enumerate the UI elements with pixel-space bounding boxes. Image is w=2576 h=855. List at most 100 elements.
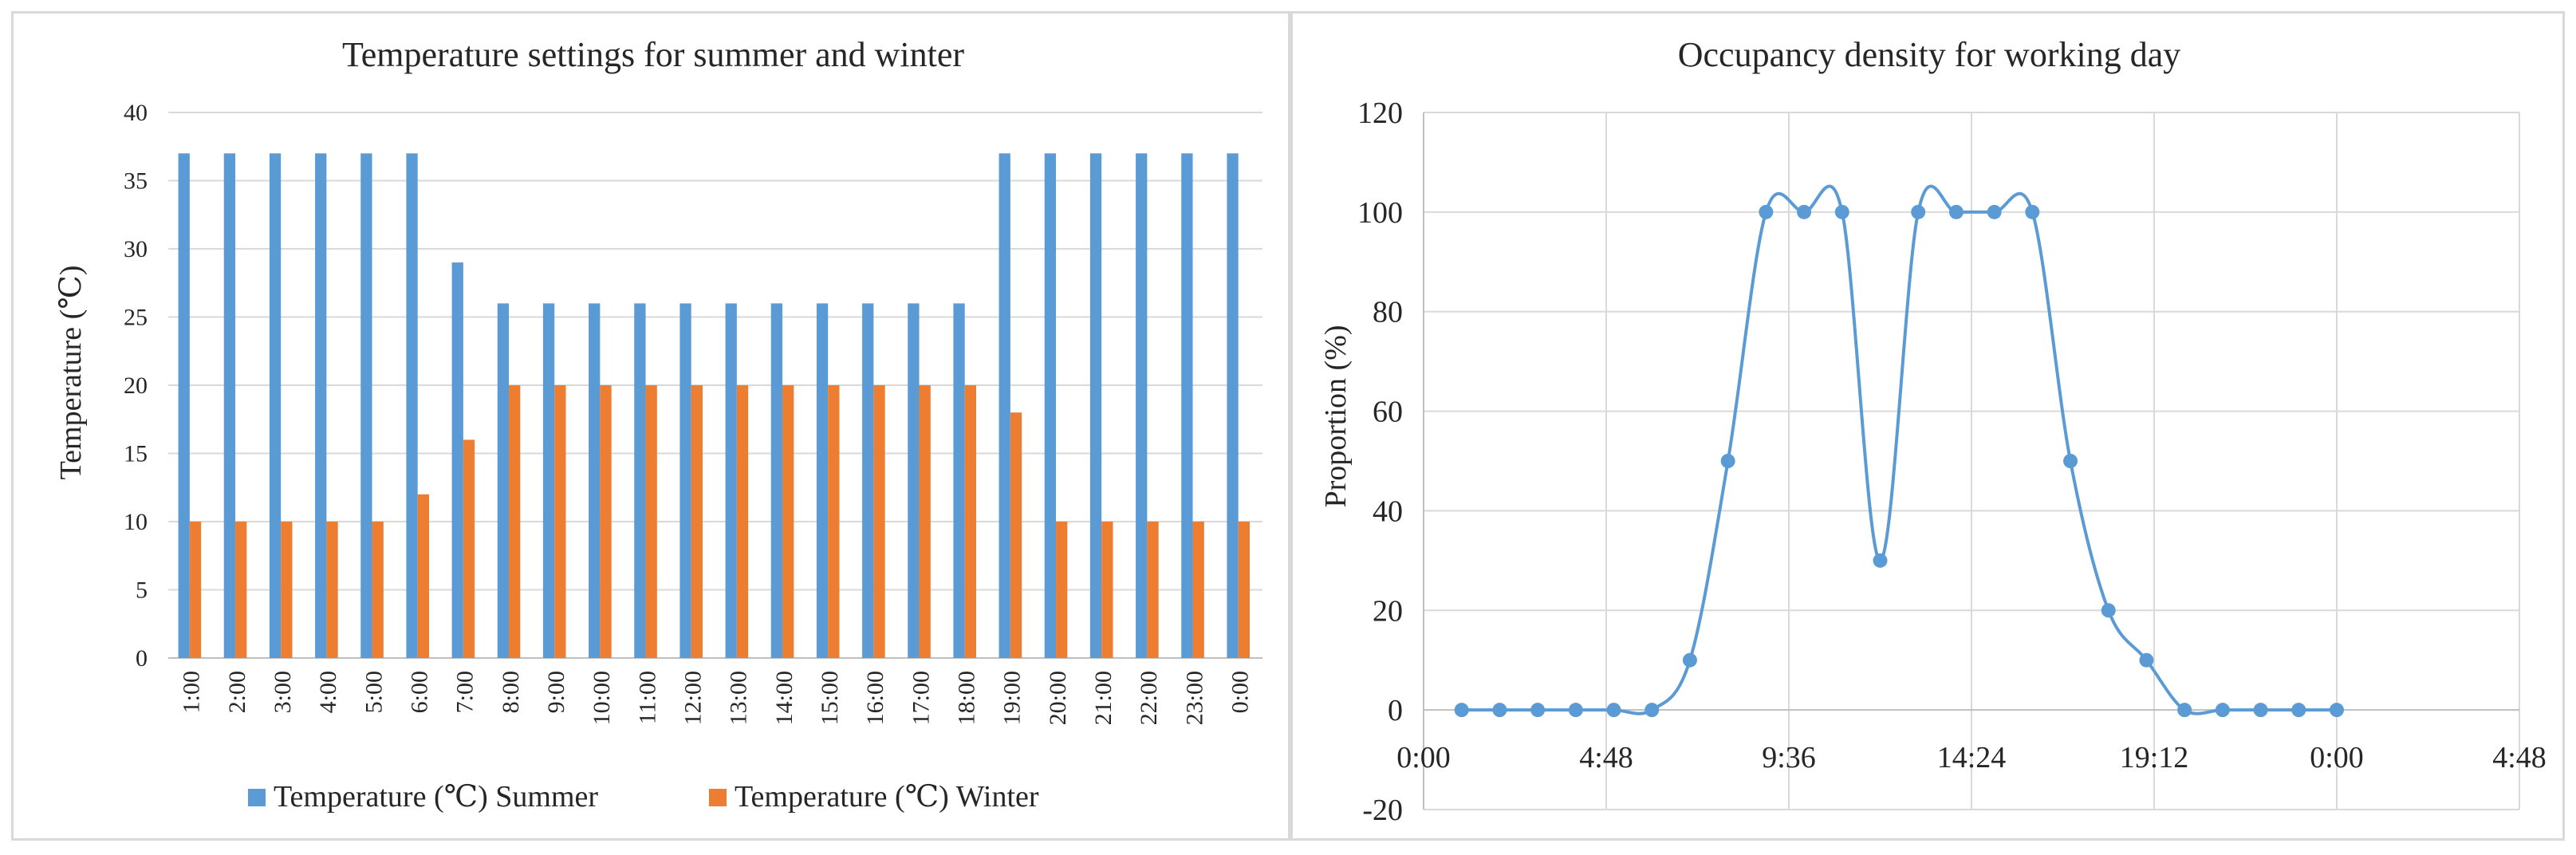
- x-tick-label: 16:00: [862, 671, 888, 725]
- bar-winter: [645, 385, 657, 658]
- y-tick-label: 80: [1373, 296, 1403, 329]
- x-tick-label: 10:00: [589, 671, 615, 725]
- data-points: [1454, 204, 2344, 718]
- bar-summer: [497, 303, 510, 658]
- x-tick-label: 7:00: [452, 671, 479, 713]
- y-tick-label: 120: [1357, 97, 1403, 130]
- data-point: [1682, 652, 1697, 668]
- data-point: [1720, 454, 1735, 468]
- x-tick-label: 12:00: [679, 671, 706, 725]
- occupancy-line: [1461, 184, 2337, 715]
- bar-winter: [1192, 522, 1204, 658]
- data-point: [1797, 204, 1812, 219]
- y-tick-label: 60: [1373, 396, 1403, 429]
- data-point: [2291, 703, 2306, 718]
- data-point: [1834, 204, 1849, 219]
- bar-summer: [223, 153, 236, 659]
- x-tick-label: 13:00: [726, 671, 752, 725]
- bar-winter: [463, 439, 475, 658]
- bar-summer: [1044, 153, 1057, 659]
- legend-label-winter: Temperature (℃) Winter: [735, 780, 1039, 814]
- bar-summer: [725, 303, 737, 658]
- x-tick-label: 9:36: [1762, 741, 1816, 774]
- y-tick-label: 30: [124, 236, 148, 262]
- bar-summer: [1089, 153, 1102, 659]
- legend-swatch-winter: [709, 789, 727, 806]
- x-tick-label: 23:00: [1181, 671, 1207, 725]
- bar-winter: [1238, 522, 1250, 658]
- bar-summer: [315, 153, 327, 659]
- bar-summer: [269, 153, 282, 659]
- data-point: [1454, 703, 1469, 718]
- bar-winter: [509, 385, 521, 658]
- x-tick-label: 18:00: [953, 671, 979, 725]
- data-point: [1948, 204, 1964, 219]
- bar-summer: [360, 153, 372, 659]
- bar-summer: [953, 303, 965, 658]
- x-tick-label: 11:00: [634, 671, 660, 724]
- data-point: [2330, 703, 2344, 718]
- bar-winter: [554, 385, 566, 658]
- y-tick-label: 40: [1373, 494, 1403, 528]
- bar-summer: [1136, 153, 1148, 659]
- y-tick-labels: 0 5 10 15 20 25 30 35 40: [124, 100, 148, 672]
- bar-winter: [828, 385, 840, 658]
- bar-winter: [691, 385, 703, 658]
- data-point: [1492, 703, 1507, 718]
- bar-summer: [406, 153, 418, 659]
- x-tick-label: 8:00: [498, 671, 524, 713]
- y-tick-label: 100: [1357, 196, 1403, 230]
- x-tick-label: 4:00: [315, 671, 341, 713]
- x-tick-label: 3:00: [270, 671, 296, 713]
- legend-label-summer: Temperature (℃) Summer: [274, 780, 598, 814]
- x-tick-label: 4:48: [2492, 741, 2546, 774]
- bars: [178, 153, 1250, 659]
- bar-summer: [1227, 153, 1239, 659]
- gridlines: [168, 112, 1262, 659]
- x-tick-label: 4:48: [1579, 741, 1633, 774]
- data-point: [2253, 703, 2268, 718]
- occupancy-line-chart: Occupancy density for working day Propor…: [1319, 35, 2546, 827]
- bar-winter: [281, 522, 293, 658]
- bar-winter: [235, 522, 247, 658]
- data-point: [1530, 703, 1546, 718]
- x-tick-labels: 0:00 4:48 9:36 14:24 19:12 0:00 4:48: [1396, 741, 2546, 774]
- data-point: [2177, 703, 2192, 718]
- x-tick-label: 20:00: [1045, 671, 1071, 725]
- data-point: [2063, 454, 2078, 468]
- x-tick-label: 5:00: [360, 671, 387, 713]
- x-tick-label: 15:00: [817, 671, 843, 725]
- bar-summer: [634, 303, 646, 658]
- y-tick-label: -20: [1362, 794, 1403, 827]
- gridlines: [1423, 112, 2520, 810]
- data-point: [2139, 652, 2154, 668]
- x-tick-label: 22:00: [1136, 671, 1162, 725]
- legend: Temperature (℃) Summer Temperature (℃) W…: [248, 780, 1039, 814]
- y-tick-label: 15: [124, 441, 148, 467]
- bar-winter: [372, 522, 384, 658]
- bar-winter: [600, 385, 612, 658]
- bar-winter: [873, 385, 885, 658]
- bar-summer: [542, 303, 555, 658]
- y-tick-label: 20: [124, 372, 148, 399]
- data-point: [1911, 204, 1926, 219]
- bar-summer: [679, 303, 691, 658]
- x-tick-label: 0:00: [1227, 671, 1253, 713]
- bar-summer: [770, 303, 783, 658]
- y-tick-label: 40: [124, 100, 148, 126]
- legend-swatch-summer: [248, 789, 266, 806]
- data-point: [2215, 703, 2230, 718]
- bar-winter: [1101, 522, 1113, 658]
- bar-winter: [417, 494, 429, 658]
- bar-summer: [908, 303, 920, 658]
- bar-winter: [1056, 522, 1068, 658]
- bar-winter: [736, 385, 749, 658]
- bar-summer: [998, 153, 1010, 659]
- y-tick-label: 10: [124, 509, 148, 535]
- x-tick-label: 0:00: [2310, 741, 2364, 774]
- x-tick-label: 21:00: [1090, 671, 1117, 725]
- bar-summer: [589, 303, 601, 658]
- bar-winter: [782, 385, 794, 658]
- data-point: [1759, 204, 1774, 219]
- data-point: [1606, 703, 1621, 718]
